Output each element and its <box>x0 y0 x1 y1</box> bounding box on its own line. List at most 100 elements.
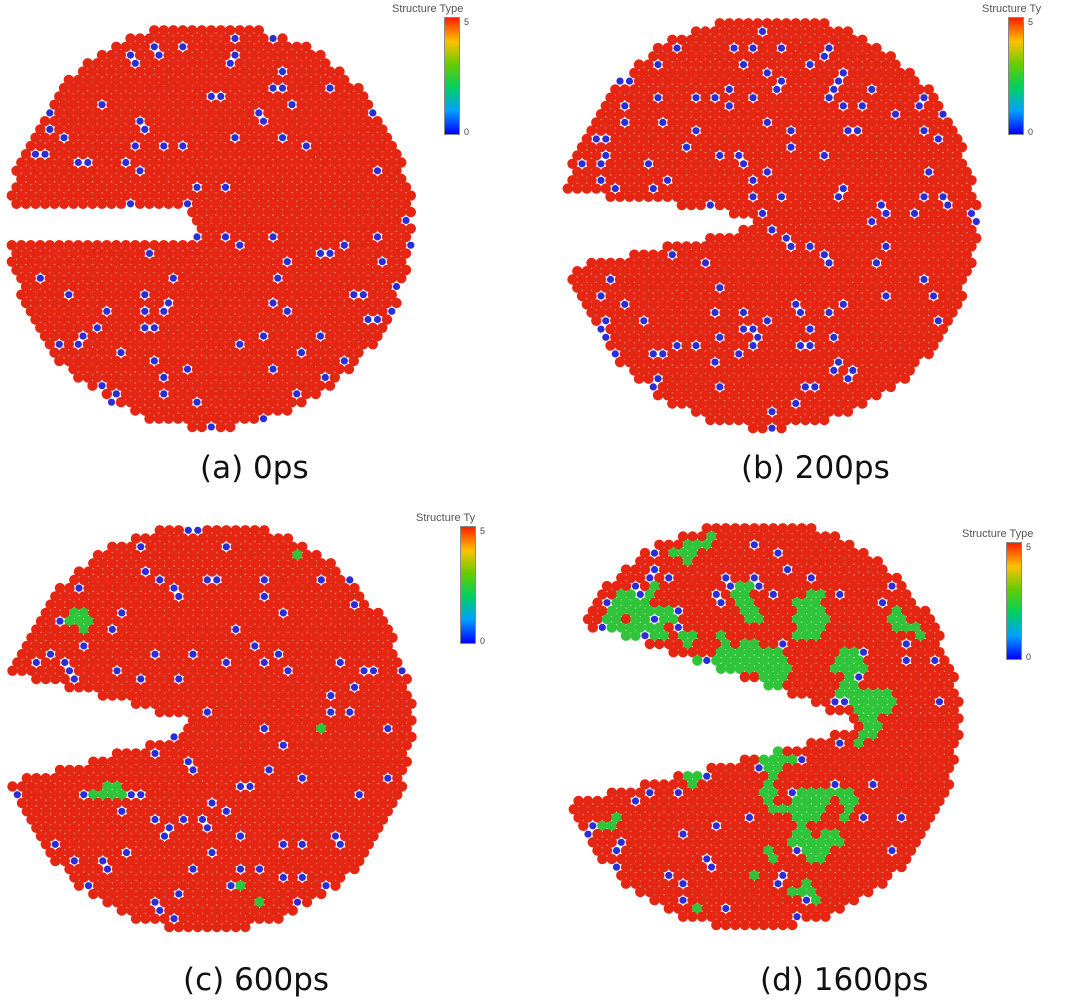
atom <box>942 299 953 310</box>
atom <box>796 572 807 584</box>
atom <box>45 665 56 676</box>
atom <box>78 822 90 833</box>
atom <box>695 332 706 343</box>
atom <box>725 547 736 559</box>
atom <box>377 797 389 809</box>
atom <box>728 59 740 70</box>
atom <box>282 682 294 693</box>
atom <box>928 257 939 269</box>
atom <box>111 306 122 317</box>
atom <box>809 266 820 277</box>
atom <box>164 657 175 668</box>
atom <box>329 190 340 201</box>
atom <box>882 589 893 600</box>
atom <box>918 175 930 186</box>
atom <box>880 75 892 87</box>
atom <box>206 157 217 168</box>
atom <box>96 182 108 193</box>
atom <box>282 41 293 52</box>
atom <box>286 182 298 193</box>
atom <box>847 166 858 178</box>
atom <box>282 273 293 284</box>
atom <box>904 365 915 376</box>
atom <box>272 41 283 52</box>
atom <box>353 149 364 160</box>
atom <box>206 649 218 660</box>
atom <box>804 158 816 169</box>
atom <box>392 282 401 291</box>
atom <box>305 380 317 391</box>
atom <box>77 82 89 94</box>
atom <box>763 580 774 592</box>
atom <box>302 142 310 150</box>
atom <box>216 897 227 908</box>
atom <box>267 165 279 176</box>
atom <box>291 107 302 119</box>
atom <box>168 306 179 317</box>
atom <box>377 124 388 135</box>
atom <box>795 290 806 302</box>
atom <box>297 888 308 900</box>
atom <box>335 756 346 767</box>
atom <box>861 290 873 302</box>
atom <box>610 266 621 277</box>
atom <box>25 157 36 168</box>
atom <box>177 157 188 168</box>
atom <box>296 248 307 259</box>
atom <box>83 682 94 693</box>
atom <box>63 339 74 350</box>
atom <box>828 166 839 178</box>
atom <box>49 132 60 143</box>
atom <box>828 183 839 194</box>
atom <box>301 322 312 333</box>
atom <box>35 173 46 185</box>
atom <box>88 607 99 619</box>
atom <box>263 58 274 69</box>
atom <box>216 748 227 759</box>
atom <box>111 764 123 776</box>
atom <box>206 41 217 52</box>
atom <box>206 405 217 416</box>
atom <box>800 100 811 112</box>
atom <box>725 597 736 608</box>
atom <box>787 143 795 151</box>
atom <box>118 807 126 815</box>
atom <box>145 756 156 767</box>
atom <box>857 51 868 62</box>
atom <box>329 240 340 251</box>
atom <box>75 584 83 592</box>
atom <box>240 855 251 867</box>
atom <box>139 405 150 416</box>
atom <box>168 74 179 86</box>
atom <box>662 158 673 169</box>
atom <box>35 256 46 267</box>
atom <box>26 797 37 809</box>
atom <box>87 380 98 391</box>
atom <box>287 607 298 619</box>
atom <box>164 839 175 850</box>
atom <box>633 340 645 351</box>
atom <box>928 92 939 103</box>
atom <box>101 190 113 201</box>
atom <box>301 240 312 251</box>
atom <box>153 314 165 325</box>
atom <box>311 715 322 726</box>
atom <box>842 59 854 70</box>
atom <box>880 92 892 103</box>
atom <box>890 158 901 169</box>
atom <box>168 157 179 168</box>
atom <box>45 797 56 809</box>
atom <box>714 315 725 326</box>
atom <box>259 607 270 619</box>
atom <box>348 206 359 218</box>
atom <box>695 133 706 145</box>
atom <box>39 132 51 143</box>
atom <box>914 266 925 277</box>
atom <box>277 182 288 193</box>
atom <box>221 855 232 867</box>
atom <box>648 332 659 343</box>
atom <box>709 142 721 153</box>
atom <box>904 199 915 211</box>
atom <box>49 149 60 160</box>
atom <box>25 306 36 317</box>
